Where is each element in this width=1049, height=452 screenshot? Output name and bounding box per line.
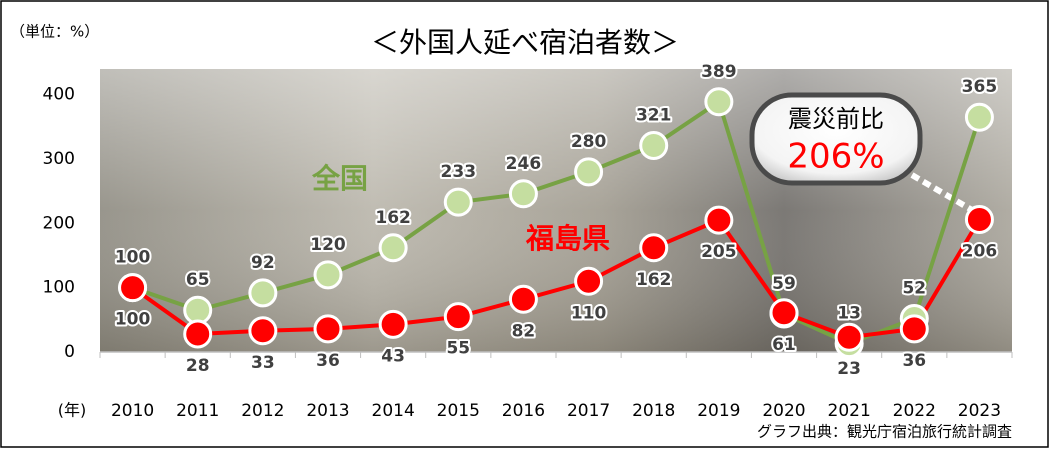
- callout-value: 206%: [787, 137, 884, 177]
- point: [964, 102, 994, 132]
- data-label: 365: [962, 77, 998, 97]
- callout-text: 震災前比: [788, 105, 884, 133]
- point: [378, 309, 408, 339]
- data-label: 43: [381, 346, 405, 366]
- x-tick-label: 2016: [502, 401, 545, 421]
- point: [574, 266, 604, 296]
- data-label: 13: [837, 304, 861, 324]
- x-tick-label: 2015: [437, 401, 480, 421]
- point: [574, 157, 604, 187]
- x-tick-label: 2013: [306, 401, 349, 421]
- point: [899, 314, 929, 344]
- point: [118, 273, 148, 303]
- data-label: 52: [902, 279, 926, 299]
- point: [508, 179, 538, 209]
- data-label: 389: [701, 62, 737, 82]
- x-tick-label: 2020: [762, 401, 805, 421]
- y-tick-label: 0: [64, 342, 75, 362]
- x-tick-label: 2014: [372, 401, 415, 421]
- data-label: 23: [837, 359, 861, 379]
- x-tick-label: 2023: [958, 401, 1001, 421]
- point: [639, 233, 669, 263]
- data-label: 321: [636, 106, 672, 126]
- point: [639, 131, 669, 161]
- point: [378, 233, 408, 263]
- data-label: 55: [446, 339, 470, 359]
- point: [313, 260, 343, 290]
- data-label: 280: [571, 132, 607, 152]
- data-label: 120: [310, 235, 346, 255]
- point: [443, 187, 473, 217]
- data-label: 82: [512, 321, 536, 341]
- chart-title: ＜外国人延べ宿泊者数＞: [371, 26, 679, 59]
- y-tick-label: 200: [43, 213, 75, 233]
- data-label: 205: [701, 242, 737, 262]
- x-tick-label: 2018: [632, 401, 675, 421]
- data-label: 36: [316, 351, 340, 371]
- data-label: 246: [506, 154, 542, 174]
- point: [248, 316, 278, 346]
- x-tick-label: 2011: [176, 401, 219, 421]
- point: [313, 314, 343, 344]
- data-label: 28: [186, 356, 210, 376]
- data-label: 233: [441, 162, 477, 182]
- x-tick-label: 2012: [241, 401, 284, 421]
- series-name: 福島県: [525, 222, 610, 255]
- point: [834, 322, 864, 352]
- source-note: グラフ出典：観光庁宿泊旅行統計調査: [757, 423, 1012, 441]
- x-tick-label: 2017: [567, 401, 610, 421]
- data-label: 110: [571, 303, 607, 323]
- data-label: 59: [772, 274, 796, 294]
- series-name: 全国: [311, 162, 368, 195]
- x-tick-label: 2019: [697, 401, 740, 421]
- data-label: 36: [902, 351, 926, 371]
- x-axis-label: (年): [58, 401, 87, 420]
- data-label: 61: [772, 335, 796, 355]
- x-tick-label: 2022: [893, 401, 936, 421]
- y-tick-label: 300: [43, 149, 75, 169]
- point: [508, 284, 538, 314]
- data-label: 206: [962, 242, 998, 262]
- data-label: 100: [115, 310, 151, 330]
- point: [443, 302, 473, 332]
- callout-pointer: [910, 172, 974, 213]
- point: [964, 205, 994, 235]
- point: [704, 205, 734, 235]
- point: [183, 319, 213, 349]
- data-label: 162: [636, 270, 672, 290]
- x-tick-label: 2021: [828, 401, 871, 421]
- callout-box: [749, 92, 923, 186]
- data-label: 100: [115, 248, 151, 268]
- x-tick-label: 2010: [111, 401, 154, 421]
- unit-label: （単位：%）: [10, 23, 99, 41]
- data-label: 162: [375, 208, 411, 228]
- data-label: 65: [186, 270, 210, 290]
- data-label: 92: [251, 253, 275, 273]
- point: [183, 295, 213, 325]
- y-tick-label: 400: [43, 85, 75, 105]
- point: [704, 87, 734, 117]
- point: [248, 278, 278, 308]
- data-label: 33: [251, 353, 275, 373]
- point: [769, 298, 799, 328]
- y-tick-label: 100: [43, 278, 75, 298]
